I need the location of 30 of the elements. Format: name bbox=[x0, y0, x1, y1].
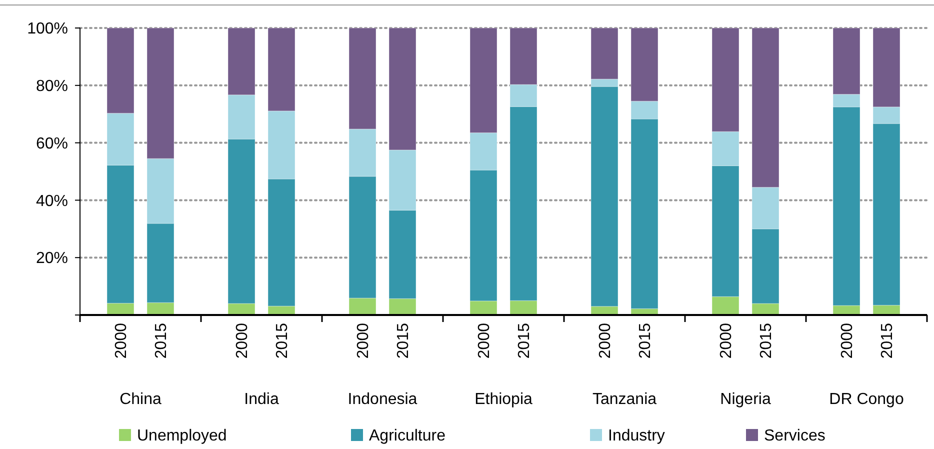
legend-label: Agriculture bbox=[369, 428, 446, 445]
x-tick-label: 2000 bbox=[113, 322, 130, 359]
legend-label: Industry bbox=[608, 428, 665, 445]
y-tick-label: 100% bbox=[27, 20, 68, 38]
text: Nigeria bbox=[720, 391, 771, 408]
text: Indonesia bbox=[348, 391, 418, 408]
text: Ethiopia bbox=[474, 391, 533, 408]
x-tick-label: 2015 bbox=[395, 322, 412, 359]
text: China bbox=[120, 391, 162, 408]
y-tick-label: 40% bbox=[36, 192, 68, 210]
legend-label: Unemployed bbox=[137, 428, 227, 445]
x-tick-label: 2015 bbox=[758, 322, 776, 359]
x-tick-label: 2000 bbox=[718, 322, 736, 359]
text: India bbox=[244, 391, 279, 408]
x-tick-label: 2000 bbox=[476, 322, 494, 359]
y-tick-label: 60% bbox=[36, 135, 68, 152]
x-tick-label: 2015 bbox=[879, 322, 896, 359]
text: Tanzania bbox=[592, 391, 657, 408]
x-tick-label: 2000 bbox=[597, 322, 614, 359]
x-tick-label: 2000 bbox=[355, 322, 372, 359]
x-tick-label: 2000 bbox=[234, 322, 252, 359]
x-tick-label: 2015 bbox=[516, 322, 534, 359]
x-tick-label: 2015 bbox=[274, 322, 292, 359]
x-tick-label: 2015 bbox=[637, 322, 654, 359]
y-tick-label: 80% bbox=[36, 78, 68, 95]
legend-label: Services bbox=[764, 428, 826, 445]
x-tick-label: 2015 bbox=[153, 322, 170, 359]
text: DR Congo bbox=[829, 391, 904, 408]
y-tick-label: 20% bbox=[36, 250, 68, 268]
x-tick-label: 2000 bbox=[839, 322, 856, 359]
